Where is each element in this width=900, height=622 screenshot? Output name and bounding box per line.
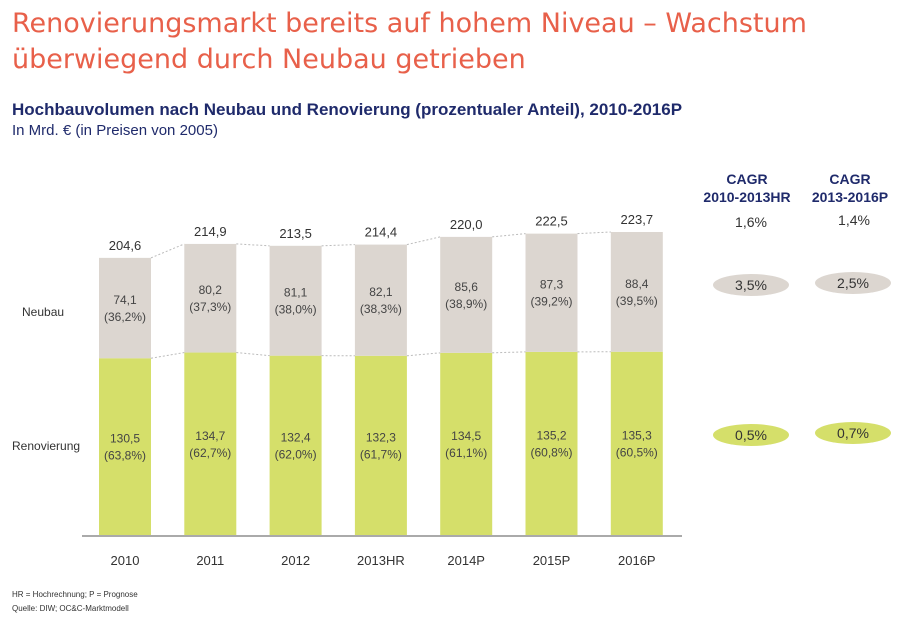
bar-renovierung [99,358,151,535]
share-label-renovierung: (62,0%) [275,447,317,461]
x-tick-label: 2011 [196,553,224,568]
data-label-renovierung: 135,3 [622,428,652,442]
total-label: 214,4 [365,225,398,240]
x-tick-label: 2013HR [357,553,405,568]
data-label-neubau: 80,2 [199,283,223,297]
share-label-neubau: (39,2%) [530,295,572,309]
total-label: 204,6 [109,238,142,253]
share-label-renovierung: (60,8%) [530,445,572,459]
data-label-neubau: 85,6 [455,280,479,294]
bar-renovierung [184,352,237,535]
connector-line-mid [150,352,185,359]
total-label: 214,9 [194,224,227,239]
share-label-renovierung: (63,8%) [104,449,146,463]
data-label-neubau: 74,1 [113,293,137,307]
connector-line-mid [236,352,270,357]
x-tick-label: 2015P [533,553,571,568]
share-label-neubau: (37,3%) [189,300,231,314]
data-label-neubau: 81,1 [284,286,308,300]
cagr-header-line2: 2010-2013HR [703,189,791,205]
share-label-renovierung: (61,7%) [360,447,402,461]
share-label-renovierung: (62,7%) [189,446,231,460]
data-label-neubau: 88,4 [625,277,649,291]
bar-neubau [184,243,237,353]
share-label-neubau: (36,2%) [104,310,146,324]
bar-renovierung [440,352,493,535]
cagr-renovierung-2013-2016: 0,7% [815,422,891,444]
bar-renovierung [610,351,663,535]
footnote-abbreviations: HR = Hochrechnung; P = Prognose [12,590,138,599]
data-label-renovierung: 135,2 [536,428,566,442]
connector-line-top [150,243,185,259]
share-label-renovierung: (61,1%) [445,446,487,460]
bar-neubau [99,257,151,359]
data-label-renovierung: 134,7 [195,429,225,443]
cagr-header-line2: 2013-2016P [811,189,889,205]
bar-renovierung [269,355,322,535]
bar-renovierung [525,351,578,535]
connector-line-top [577,231,611,235]
data-label-neubau: 87,3 [540,278,564,292]
total-label: 213,5 [279,226,312,241]
connector-line-top [406,236,441,246]
connector-line-top [492,233,526,238]
cagr-total-2010-2013: 1,6% [735,214,767,230]
connector-line-mid [406,352,441,357]
x-tick-label: 2012 [281,553,310,568]
share-label-renovierung: (60,5%) [616,445,658,459]
cagr-neubau-2010-2013: 3,5% [713,274,789,296]
cagr-neubau-2013-2016: 2,5% [815,272,891,294]
cagr-header-2013-2016: CAGR 2013-2016P [785,170,900,206]
data-label-renovierung: 132,4 [281,430,311,444]
total-label: 220,0 [450,217,483,232]
total-label: 223,7 [621,212,654,227]
data-label-renovierung: 132,3 [366,430,396,444]
cagr-header-line1: CAGR [829,171,871,187]
chart-headline: Renovierungsmarkt bereits auf hohem Nive… [12,8,807,75]
connector-line-top [321,244,355,247]
bar-neubau [354,244,407,356]
unit-label: In Mrd. € (in Preisen von 2005) [12,122,218,139]
footnote-source: Quelle: DIW; OC&C-Marktmodell [12,604,129,613]
connector-line-top [236,243,270,247]
bar-neubau [269,245,322,356]
data-label-renovierung: 134,5 [451,429,481,443]
share-label-neubau: (38,0%) [275,303,317,317]
share-label-neubau: (38,9%) [445,297,487,311]
share-label-neubau: (38,3%) [360,302,402,316]
data-label-neubau: 82,1 [369,285,393,299]
x-tick-label: 2010 [111,553,140,568]
bar-neubau [610,232,663,352]
row-label-renovierung: Renovierung [12,439,80,453]
bar-neubau [525,233,578,352]
cagr-header-2010-2013: CAGR 2010-2013HR [682,170,812,206]
total-label: 222,5 [535,214,568,229]
chart-subtitle: Hochbauvolumen nach Neubau und Renovieru… [12,100,683,119]
data-label-renovierung: 130,5 [110,432,140,446]
x-tick-label: 2014P [447,553,485,568]
bar-neubau [440,236,493,353]
connector-line-mid [492,351,526,354]
cagr-renovierung-2010-2013: 0,5% [713,424,789,446]
cagr-header-line1: CAGR [726,171,768,187]
bar-renovierung [354,355,407,535]
row-label-neubau: Neubau [22,305,64,319]
cagr-total-2013-2016: 1,4% [838,212,870,228]
share-label-neubau: (39,5%) [616,294,658,308]
x-tick-label: 2016P [618,553,656,568]
